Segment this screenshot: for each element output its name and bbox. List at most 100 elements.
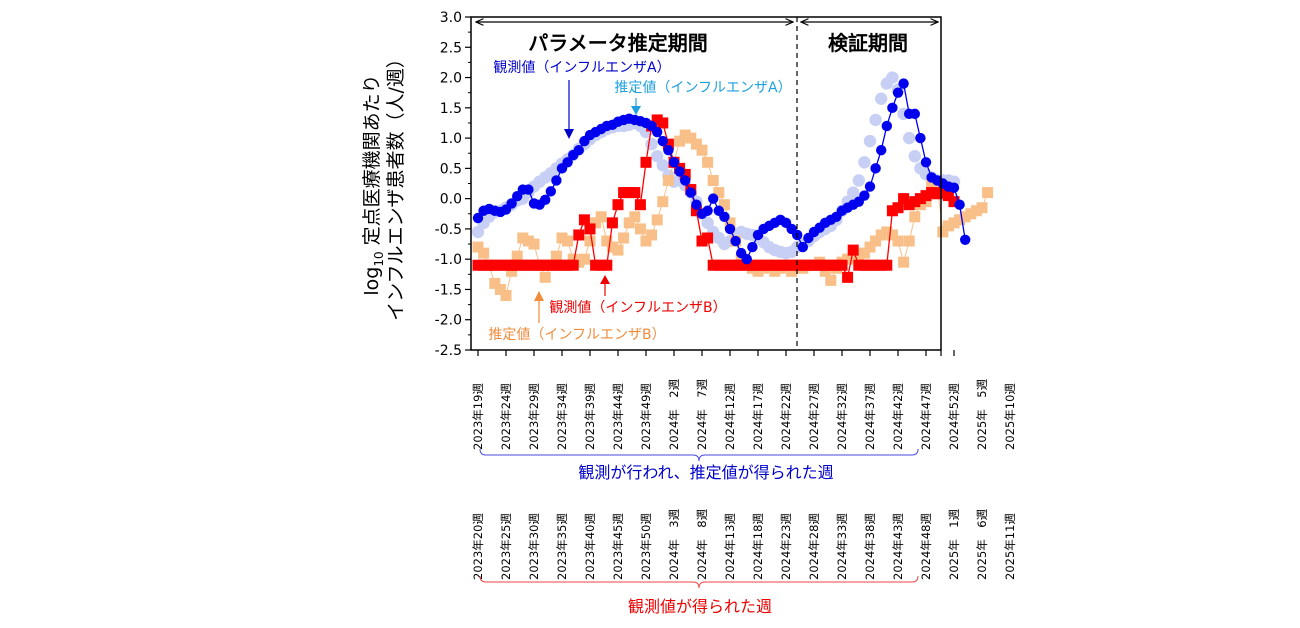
x-tick-label: 2025年 6週 xyxy=(975,508,989,580)
point-est-a xyxy=(645,137,658,151)
point-est-b xyxy=(511,250,523,262)
annotation-estimated-b-arrowhead xyxy=(534,291,544,301)
point-obs-a xyxy=(948,182,960,193)
point-obs-a xyxy=(909,108,920,120)
point-obs-a xyxy=(892,87,904,98)
point-obs-b xyxy=(858,259,870,271)
point-obs-b xyxy=(892,202,904,214)
point-est-a xyxy=(471,225,485,239)
point-obs-a xyxy=(551,175,562,186)
point-est-b xyxy=(858,247,870,259)
point-obs-a xyxy=(472,212,484,224)
x-tick-label: 2024年18週 xyxy=(751,513,765,580)
plot-area: 3.0 2.5 2.0 1.5 1.0 0.5 0.0 -0.5 -1.0 -1.5 -2.0 -2.… xyxy=(435,10,994,359)
y-tick-label: 0.5 xyxy=(440,161,462,177)
caption-bottom-bracket xyxy=(479,575,919,589)
x-tick-label: 2024年38週 xyxy=(863,513,877,580)
point-est-b xyxy=(718,199,730,211)
x-tick-label: 2023年44週 xyxy=(611,383,625,450)
point-est-b xyxy=(976,202,988,214)
point-obs-b xyxy=(730,259,742,271)
y-tick-label: 0.0 xyxy=(440,192,462,208)
x-tick-label: 2024年 7週 xyxy=(695,378,709,450)
point-est-b xyxy=(937,226,949,238)
point-est-b xyxy=(657,196,669,208)
point-obs-a xyxy=(702,205,713,216)
point-obs-b xyxy=(489,259,501,271)
point-est-b xyxy=(550,250,562,262)
x-tick-label: 2024年 2週 xyxy=(667,378,681,450)
point-est-b xyxy=(842,253,854,265)
point-obs-b xyxy=(847,244,859,256)
x-tick-labels-top: 2023年19週 2023年24週 2023年29週 2023年34週 2023年39週… xyxy=(471,378,1017,450)
point-obs-b xyxy=(640,156,652,168)
point-est-a xyxy=(869,113,882,127)
point-obs-a xyxy=(657,135,668,147)
x-tick-label: 2023年29週 xyxy=(527,383,541,450)
point-obs-a xyxy=(573,145,584,156)
x-tick-label: 2024年22週 xyxy=(779,383,793,450)
point-obs-b xyxy=(774,259,786,271)
point-obs-a xyxy=(730,235,741,247)
point-obs-b xyxy=(679,168,691,180)
x-tick-label: 2024年48週 xyxy=(919,513,933,580)
point-obs-a xyxy=(680,175,691,186)
y-axis-title: log10 定点医療機関あたり インフルエンザ患者数（人/週） xyxy=(361,49,407,321)
x-tick-label: 2023年50週 xyxy=(639,513,653,580)
point-est-b xyxy=(965,208,977,220)
point-obs-b xyxy=(545,259,557,271)
point-est-a xyxy=(903,131,916,145)
point-obs-b xyxy=(478,259,490,271)
point-est-a xyxy=(701,216,714,230)
y-tick-label: 1.5 xyxy=(440,101,462,117)
point-obs-a xyxy=(540,194,551,206)
x-tick-label: 2023年35週 xyxy=(555,513,569,580)
point-obs-b xyxy=(534,259,546,271)
point-obs-a xyxy=(719,211,730,222)
annotation-observed-b-arrowhead xyxy=(600,275,610,284)
y-tick-label: 2.5 xyxy=(440,40,462,56)
point-obs-b xyxy=(870,259,882,271)
point-obs-a xyxy=(668,157,680,168)
point-obs-a xyxy=(887,102,898,114)
point-est-b xyxy=(478,247,490,259)
validation-period-label: 検証期間 xyxy=(828,31,908,55)
point-obs-b xyxy=(830,259,842,271)
point-obs-b xyxy=(914,193,926,205)
point-est-b xyxy=(651,214,663,226)
point-est-b xyxy=(702,156,714,168)
point-obs-b xyxy=(528,259,540,271)
point-est-a xyxy=(852,174,865,187)
parameter-period-label: パラメータ推定期間 xyxy=(528,31,707,55)
point-obs-b xyxy=(797,259,809,271)
point-est-b xyxy=(662,174,674,186)
annotation-observed-a-arrowhead xyxy=(564,129,574,139)
point-est-a xyxy=(908,150,921,163)
caption-bottom: 観測値が得られた週 xyxy=(628,597,772,616)
point-obs-b xyxy=(472,259,484,271)
point-obs-a xyxy=(881,120,892,132)
x-tick-label: 2024年 3週 xyxy=(667,508,681,580)
annotation-observed-a: 観測値（インフルエンザA） xyxy=(493,59,670,76)
point-obs-b xyxy=(836,259,848,271)
point-obs-b xyxy=(814,259,826,271)
point-obs-a xyxy=(960,234,971,246)
point-obs-b xyxy=(920,190,932,202)
point-obs-a xyxy=(870,163,881,174)
point-est-b xyxy=(892,235,904,247)
x-tick-label: 2024年28週 xyxy=(807,513,821,580)
point-obs-b xyxy=(718,259,730,271)
x-tick-label: 2025年 1週 xyxy=(947,508,961,580)
x-tick-label: 2023年34週 xyxy=(555,383,569,450)
point-est-b xyxy=(472,241,484,253)
point-obs-a xyxy=(920,157,932,168)
point-obs-b xyxy=(601,259,613,271)
point-obs-b xyxy=(746,259,758,271)
point-est-b xyxy=(522,235,534,247)
y-tick-label: 2.0 xyxy=(440,71,462,87)
point-est-a xyxy=(858,156,871,169)
point-est-b xyxy=(786,265,798,277)
y-axis-title-log: log xyxy=(361,267,383,296)
y-tick-label: -0.5 xyxy=(435,222,462,238)
point-obs-b xyxy=(808,259,820,271)
